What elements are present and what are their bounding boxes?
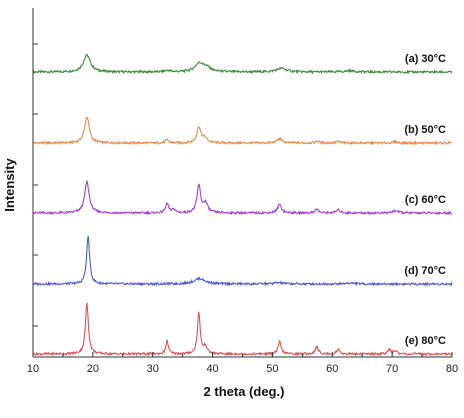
series-labels: (a) 30°C (b) 50°C (c) 60°C (d) 70°C (e) 80°C: [404, 53, 446, 347]
series-label-5: (e) 80°C: [405, 335, 446, 347]
x-tick-label-30: 30: [147, 363, 159, 375]
series-line-2: [32, 116, 453, 146]
x-tick-label-60: 60: [326, 363, 338, 375]
series-label-3: (c) 60°C: [405, 194, 446, 206]
x-tick-label-80: 80: [446, 363, 458, 375]
series-label-4: (d) 70°C: [404, 265, 446, 277]
series-label-1: (a) 30°C: [405, 53, 446, 65]
series-line-1: [32, 53, 453, 75]
series-line-3: [32, 179, 453, 216]
x-tick-label-40: 40: [206, 363, 218, 375]
x-axis-title: 2 theta (deg.): [204, 384, 285, 399]
series-traces: [32, 53, 453, 357]
y-axis-title: Intensity: [2, 158, 17, 212]
x-tick-label-20: 20: [87, 363, 99, 375]
series-label-2: (b) 50°C: [404, 124, 446, 136]
x-tick-label-50: 50: [266, 363, 278, 375]
series-line-5: [32, 302, 453, 357]
x-tick-label-10: 10: [27, 363, 39, 375]
x-tick-label-70: 70: [386, 363, 398, 375]
series-line-4: [32, 235, 453, 287]
axes: 10 20 30 40 50 60 70 80: [27, 8, 458, 375]
